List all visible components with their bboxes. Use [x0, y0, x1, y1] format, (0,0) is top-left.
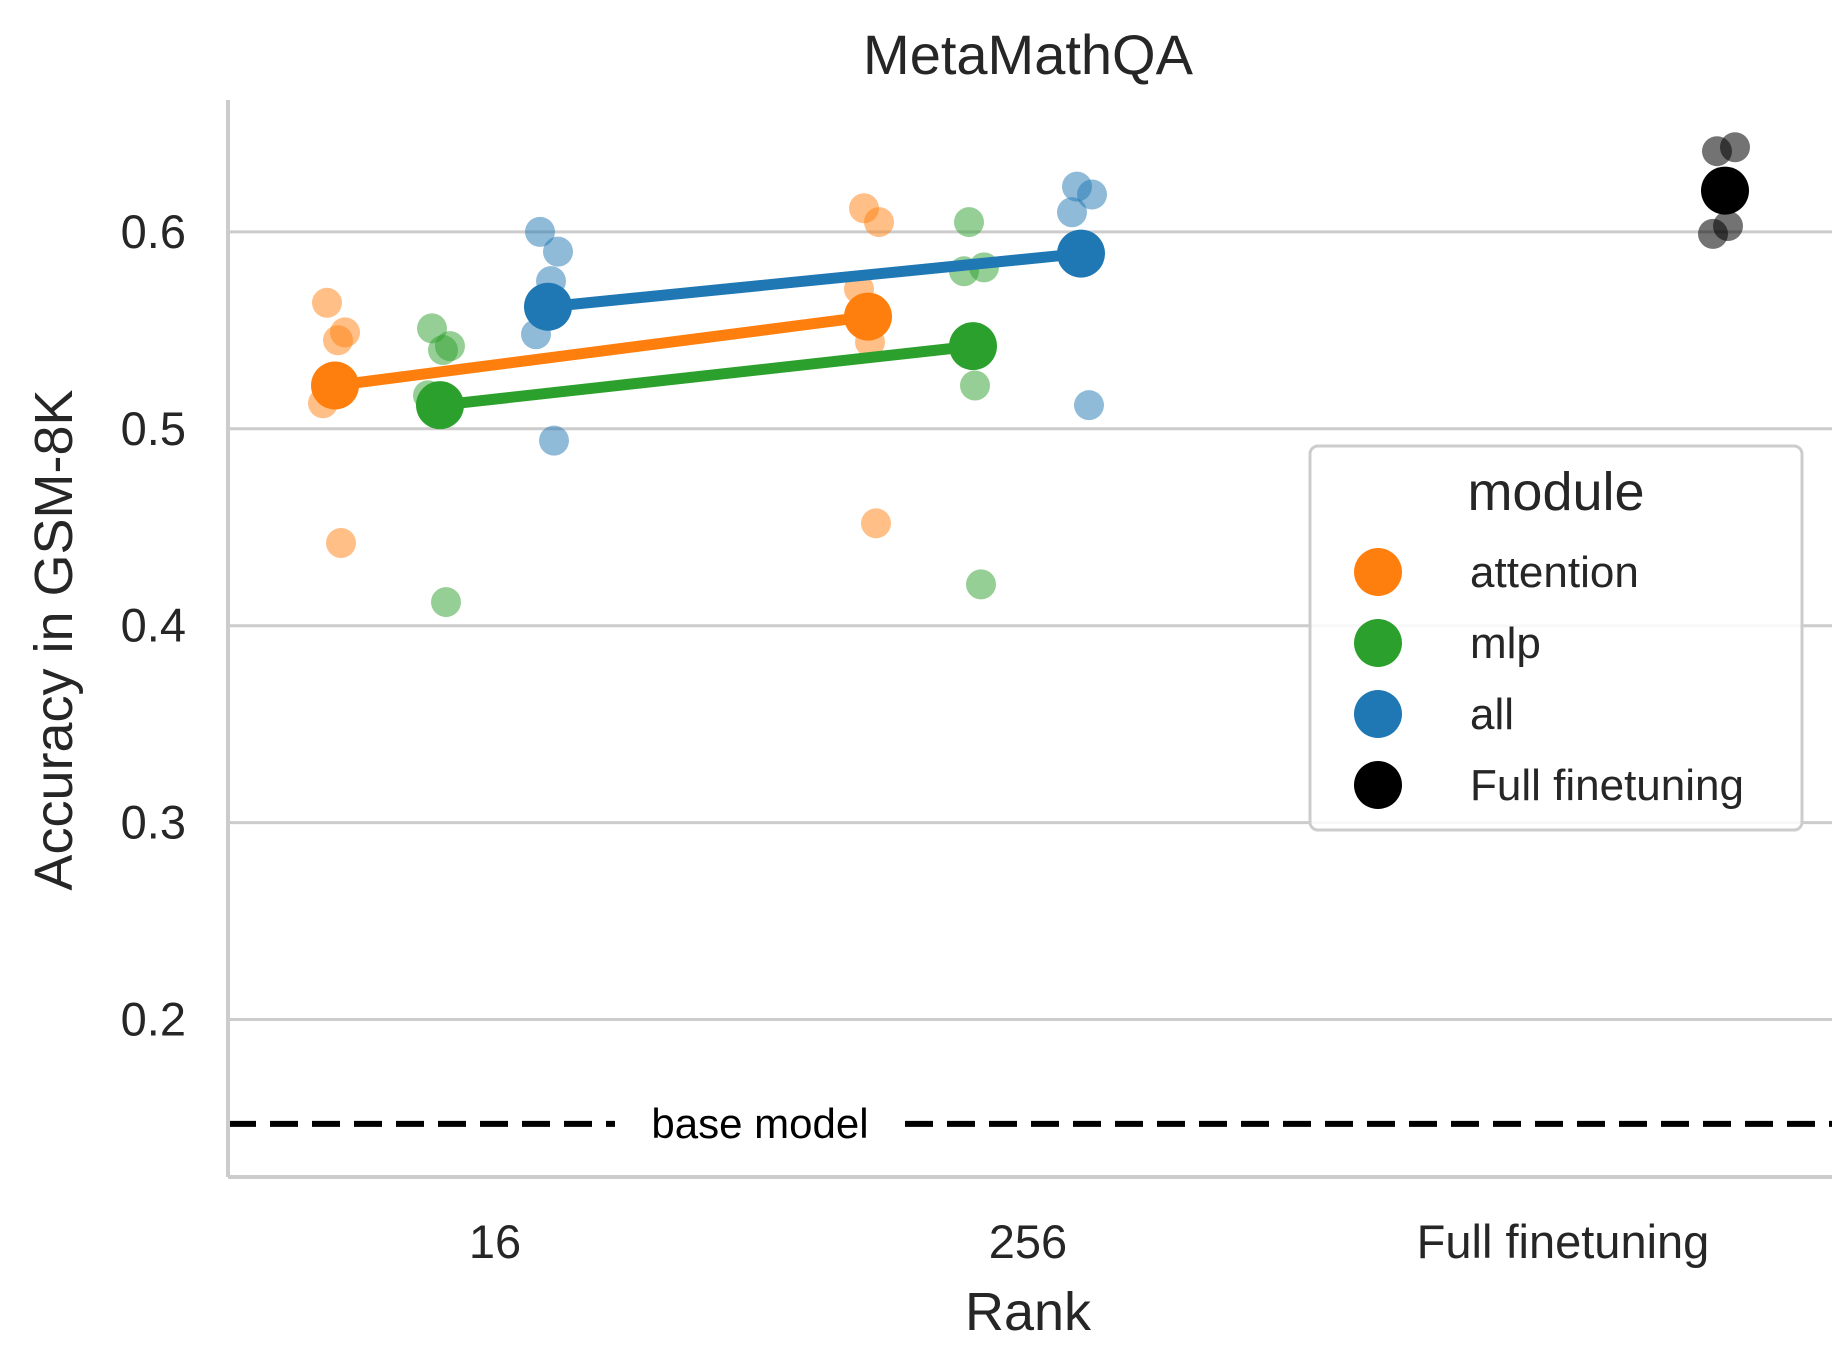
x-tick-label: Full finetuning — [1417, 1215, 1710, 1268]
run-point-attention — [326, 528, 356, 559]
legend-marker-all — [1354, 690, 1402, 738]
run-point-attention — [861, 508, 891, 539]
x-tick-label: 16 — [469, 1215, 521, 1268]
legend-marker-attention — [1354, 548, 1402, 596]
legend-entries: attention mlp all Full finetuning — [1354, 548, 1744, 810]
base-model-label: base model — [651, 1100, 868, 1147]
y-tick-label: 0.2 — [121, 992, 186, 1045]
run-point-all — [525, 216, 555, 247]
y-tick-label: 0.5 — [121, 402, 186, 455]
run-point-mlp — [428, 335, 458, 366]
mean-lines — [329, 248, 1087, 411]
legend-marker-mlp — [1354, 619, 1402, 667]
run-point-all — [543, 236, 573, 267]
x-tick-label: 256 — [989, 1215, 1067, 1268]
run-point-all — [1074, 390, 1104, 421]
run-point-mlp — [960, 370, 990, 401]
run-point-attention — [312, 287, 342, 318]
mean-point-attention — [311, 361, 359, 410]
run-point-full-finetuning — [1698, 218, 1728, 249]
legend-title: module — [1467, 462, 1644, 522]
run-point-full-finetuning — [1720, 132, 1750, 163]
tick-labels: 0.2 0.3 0.4 0.5 0.6 16 256 Full finetuning — [121, 205, 1710, 1268]
mean-point-attention — [844, 292, 892, 341]
y-axis-title: Accuracy in GSM-8K — [24, 389, 84, 890]
legend-label: Full finetuning — [1470, 761, 1744, 810]
legend: module attention mlp all Full finetuning — [1308, 444, 1804, 832]
mean-point-all — [524, 282, 572, 331]
x-axis-title: Rank — [965, 1282, 1092, 1342]
legend-marker-full-finetuning — [1354, 761, 1402, 809]
run-point-all — [539, 425, 569, 456]
legend-frame — [1308, 444, 1804, 832]
mean-line-all — [542, 248, 1087, 313]
run-point-all — [1057, 197, 1087, 228]
run-point-attention — [323, 325, 353, 356]
mean-point-mlp — [949, 322, 997, 371]
mean-line-attention — [329, 311, 874, 391]
mean-point-all — [1057, 229, 1105, 278]
chart-title: MetaMathQA — [863, 23, 1194, 86]
run-point-mlp — [966, 569, 996, 600]
mean-line-mlp — [434, 340, 979, 411]
legend-label: all — [1470, 690, 1514, 739]
reference-line-group: base model — [228, 1100, 1832, 1147]
run-point-mlp — [954, 207, 984, 238]
mean-point-mlp — [416, 381, 464, 430]
y-tick-label: 0.4 — [121, 599, 186, 652]
y-tick-label: 0.6 — [121, 205, 186, 258]
y-tick-label: 0.3 — [121, 796, 186, 849]
run-point-mlp — [431, 587, 461, 618]
run-point-attention — [864, 207, 894, 238]
run-point-all — [1077, 179, 1107, 210]
mean-markers — [311, 166, 1749, 430]
legend-label: attention — [1470, 548, 1639, 597]
legend-label: mlp — [1470, 619, 1541, 668]
axes — [226, 100, 1832, 1179]
mean-point-full-finetuning — [1701, 166, 1749, 215]
